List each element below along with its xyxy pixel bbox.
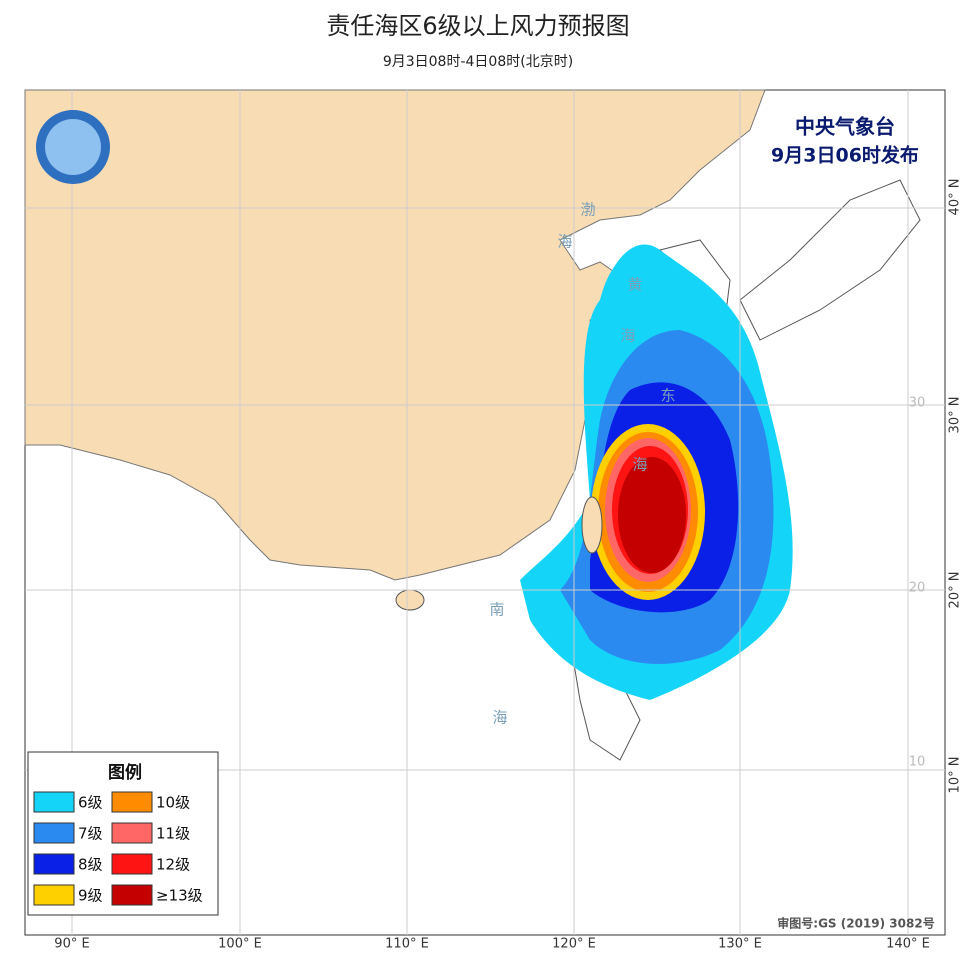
sea-label: 南 [489,601,504,619]
legend-label: 11级 [156,825,190,843]
wind-zones [520,244,793,700]
lat-label: 20° N [948,572,963,609]
hainan [395,589,425,611]
legend: 图例 6级 7级 8级 9级 10级 11级 12级 ≥13级 [27,751,219,916]
lon-label: 100° E [218,937,262,952]
legend-swatch [111,853,153,875]
logo-inner [45,119,101,175]
legend-swatch [33,822,75,844]
mainland [24,89,766,581]
legend-label: 8级 [78,856,103,874]
yellow-sea-zone [600,249,661,330]
subtitle: 9月3日08时-4日08时(北京时) [383,54,573,70]
inner-lat-label: 10 [909,755,926,770]
sea-label: 黄 [627,276,642,294]
legend-swatch [33,853,75,875]
issue-time: 9月3日06时发布 [771,144,919,167]
lon-label: 90° E [54,937,89,952]
japan [739,179,921,341]
lat-label: 30° N [948,397,963,434]
inner-lat-label: 20 [909,581,926,596]
lon-label: 140° E [886,937,930,952]
sea-label: 海 [632,456,647,474]
sea-label: 海 [557,233,572,251]
inner-lat-label: 30 [909,396,926,411]
issuer: 中央气象台 [795,115,895,139]
sea-label: 海 [620,327,635,345]
legend-label: 6级 [78,794,103,812]
lon-label: 110° E [385,937,429,952]
legend-swatch [111,791,153,813]
lon-label: 120° E [552,937,596,952]
sea-label: 渤 [580,201,595,219]
lat-label: 10° N [948,757,963,794]
legend-swatch [111,884,153,906]
legend-title: 图例 [108,762,142,783]
legend-label: ≥13级 [156,887,203,905]
lat-label: 40° N [948,179,963,216]
title: 责任海区6级以上风力预报图 [326,12,629,40]
approval: 审图号:GS (2019) 3082号 [777,916,934,931]
sea-label: 海 [492,709,507,727]
legend-label: 9级 [78,887,103,905]
legend-swatch [33,791,75,813]
sea-label: 东 [660,387,675,405]
legend-swatch [33,884,75,906]
legend-label: 7级 [78,825,103,843]
taiwan [581,496,603,554]
lon-label: 130° E [718,937,762,952]
legend-label: 10级 [156,794,190,812]
legend-swatch [111,822,153,844]
wind-zone [618,457,686,573]
legend-label: 12级 [156,856,190,874]
